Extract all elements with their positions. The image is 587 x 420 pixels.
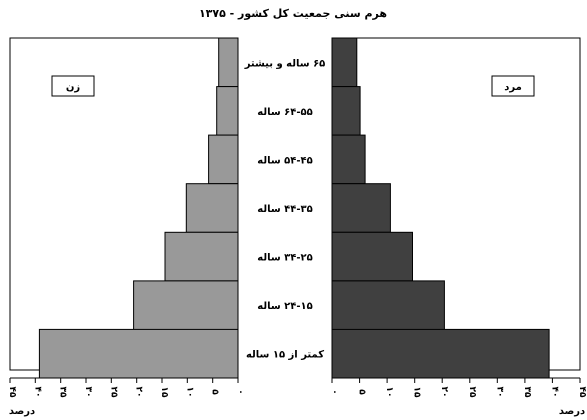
female-bar [216,86,239,136]
male-bar [331,183,391,233]
right-axis-tick-label: ۳۰ [494,387,504,398]
age-group-label: ۳۴-۲۵ ساله [257,253,312,264]
female-bar [133,280,239,330]
right-axis-tick-label: ۱۰ [384,387,394,398]
female-bar [185,183,239,233]
age-group-labels: ۶۵ ساله و بیشتر ۶۴-۵۵ ساله ۵۴-۴۵ ساله ۴۴-۳۵… [244,58,326,360]
right-axis-tick-label: ۰ [329,389,339,395]
left-axis-tick-label: ۲۰ [134,387,144,398]
chart-title: هرم سنی جمعیت کل کشور - ۱۳۷۵ [199,7,387,20]
legend-label-male: مرد [504,82,522,93]
right-axis-tick-label: ۲۵ [467,387,477,398]
right-axis-unit: درصد [559,406,585,417]
legend-box-male [491,75,535,97]
left-axis-tick-label: ۵ [210,389,220,395]
left-axis-tick-label: ۳۵ [58,387,68,398]
left-axis-tick-label: ۰ [235,389,245,395]
right-axis-tick-label: ۵ [357,389,367,395]
age-group-label: ۴۴-۳۵ ساله [257,204,312,215]
left-axis-tick-label: ۳۰ [83,387,93,398]
right-axis-tick-label: ۱۵ [412,387,422,398]
age-group-label: ۶۵ ساله و بیشتر [244,58,326,69]
left-axis-unit: درصد [9,406,35,417]
legend-box-female [51,75,95,97]
right-axis-tick-label: ۴۰ [549,387,559,398]
male-bar [331,231,413,282]
male-bar [331,328,550,379]
age-group-label: کمتر از ۱۵ ساله [246,350,324,361]
age-group-label: ۲۴-۱۵ ساله [257,301,312,312]
age-group-label: ۶۴-۵۵ ساله [257,107,312,118]
right-axis-tick-label: ۲۰ [439,387,449,398]
female-bar [164,231,239,282]
male-bar [331,37,358,88]
left-axis-tick-label: ۲۵ [108,387,118,398]
female-bars [38,37,239,379]
left-x-axis: ۴۵ ۴۰ ۳۵ ۳۰ ۲۵ ۲۰ ۱۵ ۱۰ ۵ ۰ [7,377,245,398]
age-group-label: ۵۴-۴۵ ساله [257,155,312,166]
male-bars [331,37,550,379]
right-axis-tick-label: ۴۵ [577,387,587,398]
left-axis-tick-label: ۴۵ [7,387,17,398]
right-axis-tick-label: ۳۵ [522,387,532,398]
legend-label-female: زن [66,82,81,93]
female-bar [38,328,239,379]
female-bar [218,37,239,88]
left-axis-tick-label: ۱۰ [184,387,194,398]
right-x-axis: ۰ ۵ ۱۰ ۱۵ ۲۰ ۲۵ ۳۰ ۳۵ ۴۰ ۴۵ [329,377,587,398]
left-axis-tick-label: ۱۵ [159,387,169,398]
male-bar [331,134,366,185]
female-bar [208,134,239,185]
male-bar [331,280,445,330]
left-axis-tick-label: ۴۰ [32,387,42,398]
male-bar [331,86,361,136]
